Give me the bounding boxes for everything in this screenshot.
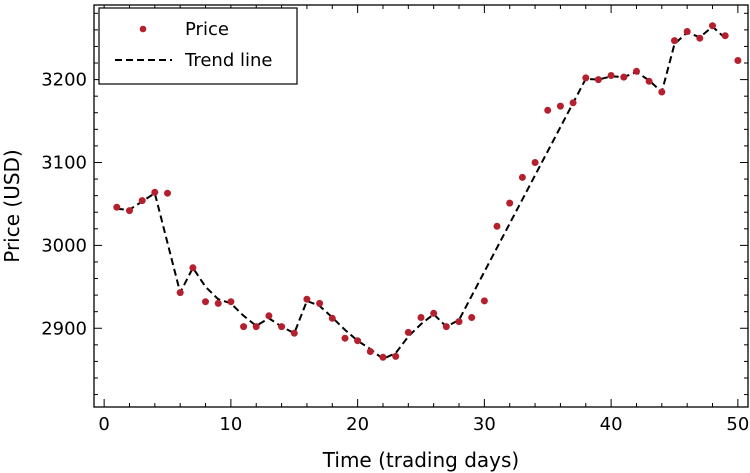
price-point bbox=[379, 353, 387, 361]
y-tick-label: 3100 bbox=[41, 152, 87, 173]
price-point bbox=[278, 323, 286, 331]
plot-frame bbox=[93, 4, 749, 408]
price-point bbox=[430, 309, 438, 317]
price-point bbox=[265, 312, 273, 320]
price-point bbox=[151, 188, 159, 196]
price-point bbox=[696, 34, 704, 42]
price-point bbox=[569, 99, 577, 107]
legend-trend-label: Trend line bbox=[184, 50, 272, 71]
price-point bbox=[113, 203, 121, 211]
price-point bbox=[392, 352, 400, 360]
price-point bbox=[620, 73, 628, 81]
price-point bbox=[404, 328, 412, 336]
price-point bbox=[556, 102, 564, 110]
legend-price-label: Price bbox=[185, 19, 229, 40]
price-point bbox=[341, 334, 349, 342]
x-axis-title: Time (trading days) bbox=[322, 448, 519, 472]
price-point bbox=[202, 298, 209, 306]
price-point bbox=[493, 222, 501, 230]
price-point bbox=[594, 76, 602, 84]
x-tick-label: 40 bbox=[600, 414, 623, 435]
price-point bbox=[164, 189, 171, 197]
legend-price-marker bbox=[139, 25, 147, 33]
price-point bbox=[518, 173, 526, 181]
x-tick-label: 0 bbox=[98, 414, 109, 435]
x-tick-label: 30 bbox=[473, 414, 496, 435]
price-point bbox=[214, 299, 222, 307]
price-point bbox=[506, 199, 514, 207]
price-point bbox=[633, 67, 640, 75]
x-tick-label: 20 bbox=[346, 414, 369, 435]
y-tick-label: 3200 bbox=[41, 70, 87, 91]
major-ticks bbox=[94, 5, 748, 407]
price-point bbox=[366, 348, 374, 355]
price-point bbox=[290, 329, 298, 337]
price-point bbox=[442, 323, 450, 331]
price-point bbox=[303, 295, 311, 303]
price-point bbox=[240, 323, 248, 331]
price-point bbox=[607, 72, 615, 79]
price-point bbox=[252, 323, 260, 331]
price-point bbox=[582, 74, 590, 82]
price-point bbox=[468, 314, 476, 321]
price-point bbox=[227, 298, 235, 306]
price-point bbox=[734, 57, 742, 64]
y-tick-label: 2900 bbox=[41, 318, 87, 339]
price-point bbox=[138, 197, 146, 205]
x-tick-label: 10 bbox=[219, 414, 242, 435]
price-point bbox=[709, 22, 716, 30]
price-point bbox=[417, 314, 425, 321]
price-point bbox=[683, 28, 691, 35]
price-point bbox=[189, 264, 197, 272]
price-point bbox=[354, 337, 362, 345]
price-point bbox=[316, 299, 324, 307]
price-point bbox=[721, 32, 729, 40]
y-axis-title: Price (USD) bbox=[0, 149, 24, 263]
price-point bbox=[480, 297, 488, 305]
price-point bbox=[176, 289, 184, 297]
price-points bbox=[113, 22, 742, 361]
price-point bbox=[455, 318, 463, 326]
price-point bbox=[531, 159, 539, 166]
price-point bbox=[645, 77, 653, 85]
x-tick-label: 50 bbox=[726, 414, 749, 435]
price-point bbox=[544, 106, 552, 114]
price-point bbox=[658, 88, 666, 96]
y-tick-label: 3000 bbox=[41, 235, 87, 256]
price-point bbox=[671, 37, 678, 45]
legend: Price Trend line bbox=[98, 7, 298, 85]
price-point bbox=[328, 314, 336, 322]
legend-box bbox=[98, 7, 298, 85]
price-point bbox=[126, 207, 133, 215]
